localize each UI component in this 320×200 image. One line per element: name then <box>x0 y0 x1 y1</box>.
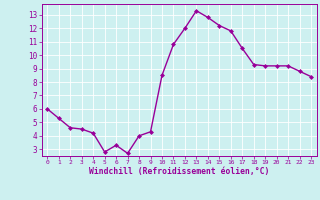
X-axis label: Windchill (Refroidissement éolien,°C): Windchill (Refroidissement éolien,°C) <box>89 167 269 176</box>
